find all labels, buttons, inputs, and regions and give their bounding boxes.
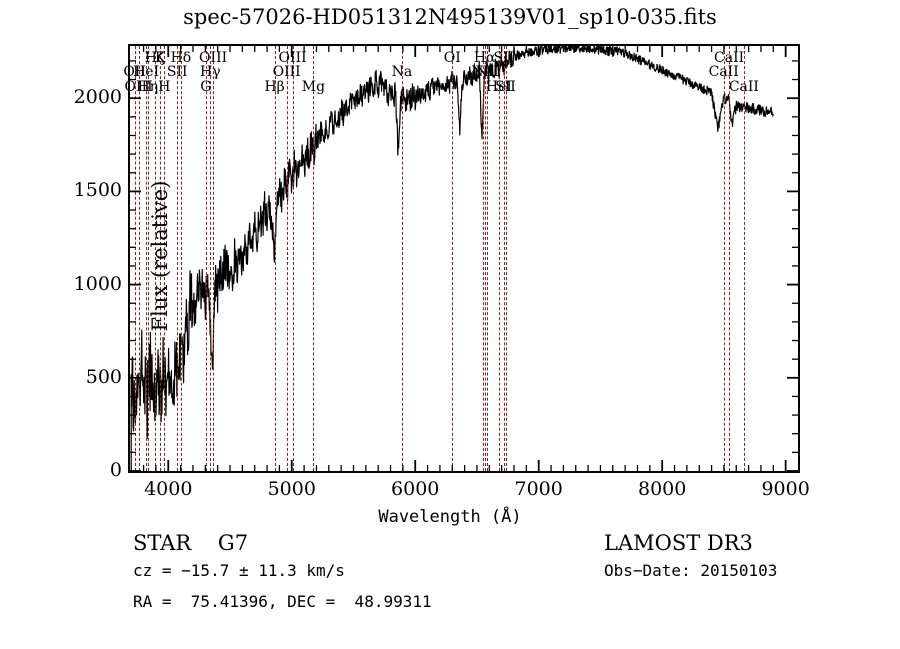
plot-area xyxy=(128,44,800,473)
spectral-line-label: Hζ xyxy=(144,50,165,66)
y-tick-label: 2000 xyxy=(73,86,122,109)
y-tick-label: 1000 xyxy=(73,272,122,295)
observation-date: Obs−Date: 20150103 xyxy=(604,561,778,581)
spectral-line-label: SII xyxy=(166,64,188,80)
y-tick-label: 1500 xyxy=(73,179,122,202)
spectral-line-marker xyxy=(484,46,486,471)
spectral-line-marker xyxy=(154,46,156,471)
spectral-line-label: OI xyxy=(443,50,461,66)
spectrum-plot xyxy=(130,46,774,471)
spectral-line-marker xyxy=(164,46,166,471)
spectral-line-marker xyxy=(180,46,182,471)
spectral-line-label: H xyxy=(158,79,171,95)
spectral-line-label: G xyxy=(200,79,212,95)
spectral-line-label: Hγ xyxy=(200,64,221,80)
spectral-line-marker xyxy=(401,46,403,471)
x-tick-label: 7000 xyxy=(514,478,563,500)
spectral-line-label: NII xyxy=(471,64,495,80)
spectral-line-marker xyxy=(274,46,276,471)
spectral-line-label: OIII xyxy=(199,50,228,66)
spectral-line-label: K xyxy=(154,50,166,66)
spectral-line-label: Mg xyxy=(301,79,326,95)
x-tick-label: 4000 xyxy=(144,478,193,500)
spectral-line-marker xyxy=(505,46,507,471)
spectral-line-marker xyxy=(729,46,731,471)
spectral-line-marker xyxy=(723,46,725,471)
spectral-line-label: NII xyxy=(475,64,499,80)
spectral-line-marker xyxy=(147,46,149,471)
spectral-line-label: Hα xyxy=(473,50,496,66)
survey-name: LAMOST DR3 xyxy=(604,531,753,555)
coordinates: RA = 75.41396, DEC = 48.99311 xyxy=(133,591,432,611)
spectral-line-label: OIII xyxy=(124,79,153,95)
x-axis-label: Wavelength (Å) xyxy=(378,507,522,527)
spectral-line-label: CaII xyxy=(708,64,739,80)
spectral-line-marker xyxy=(177,46,179,471)
spectral-line-marker xyxy=(743,46,745,471)
footer-left: STAR G7 cz = −15.7 ± 11.3 km/s RA = 75.4… xyxy=(133,530,593,617)
y-tick-label: 500 xyxy=(85,365,122,388)
spectral-line-marker xyxy=(210,46,212,471)
spectral-line-label: OII xyxy=(123,64,146,80)
y-tick-label: 0 xyxy=(109,459,122,481)
spectral-line-label: HeI xyxy=(485,79,512,95)
spectral-line-marker xyxy=(292,46,294,471)
plot-inner xyxy=(130,46,798,471)
spectral-line-marker xyxy=(146,46,148,471)
spectral-line-marker xyxy=(138,46,140,471)
spectral-line-label: OIII xyxy=(278,50,307,66)
x-tick-label: 8000 xyxy=(637,478,687,500)
spectral-line-label: Na xyxy=(391,64,413,80)
spectral-line-marker xyxy=(286,46,288,471)
spectral-line-marker xyxy=(487,46,489,471)
spectral-line-marker xyxy=(503,46,505,471)
spectral-line-marker xyxy=(313,46,315,471)
x-tick-label: 9000 xyxy=(761,478,810,500)
y-axis-tick-labels: 0 500 1000 1500 2000 xyxy=(56,44,122,481)
spectral-line-label: SII xyxy=(493,50,515,66)
footer-right: LAMOST DR3 Obs−Date: 20150103 xyxy=(604,530,894,587)
x-tick-label: 5000 xyxy=(267,478,316,500)
footer-info: STAR G7 cz = −15.7 ± 11.3 km/s RA = 75.4… xyxy=(0,530,900,640)
spectral-line-label: Hδ xyxy=(170,50,192,66)
spectral-line-marker xyxy=(134,46,136,471)
spectral-line-label: CaII xyxy=(728,79,759,95)
spectral-line-label: OIII xyxy=(272,64,301,80)
spectral-line-marker xyxy=(482,46,484,471)
spectral-line-marker xyxy=(213,46,215,471)
spectral-line-marker xyxy=(160,46,162,471)
spectral-line-marker xyxy=(498,46,500,471)
x-axis-tick-labels: 4000 5000 6000 7000 8000 9000 xyxy=(0,478,900,504)
spectral-line-label: Hη xyxy=(137,79,159,95)
x-tick-label: 6000 xyxy=(391,478,440,500)
spectral-line-marker xyxy=(205,46,207,471)
redshift-velocity: cz = −15.7 ± 11.3 km/s xyxy=(133,561,345,581)
page-title: spec-57026-HD051312N495139V01_sp10-035.f… xyxy=(183,5,717,29)
spectral-line-label: CaII xyxy=(714,50,745,66)
spectral-line-label: SII xyxy=(495,79,516,95)
spectral-line-label: Hβ xyxy=(264,79,285,95)
object-class: STAR G7 xyxy=(133,531,249,555)
spectral-line-marker xyxy=(452,46,454,471)
spectral-line-label: HeI xyxy=(133,64,160,80)
